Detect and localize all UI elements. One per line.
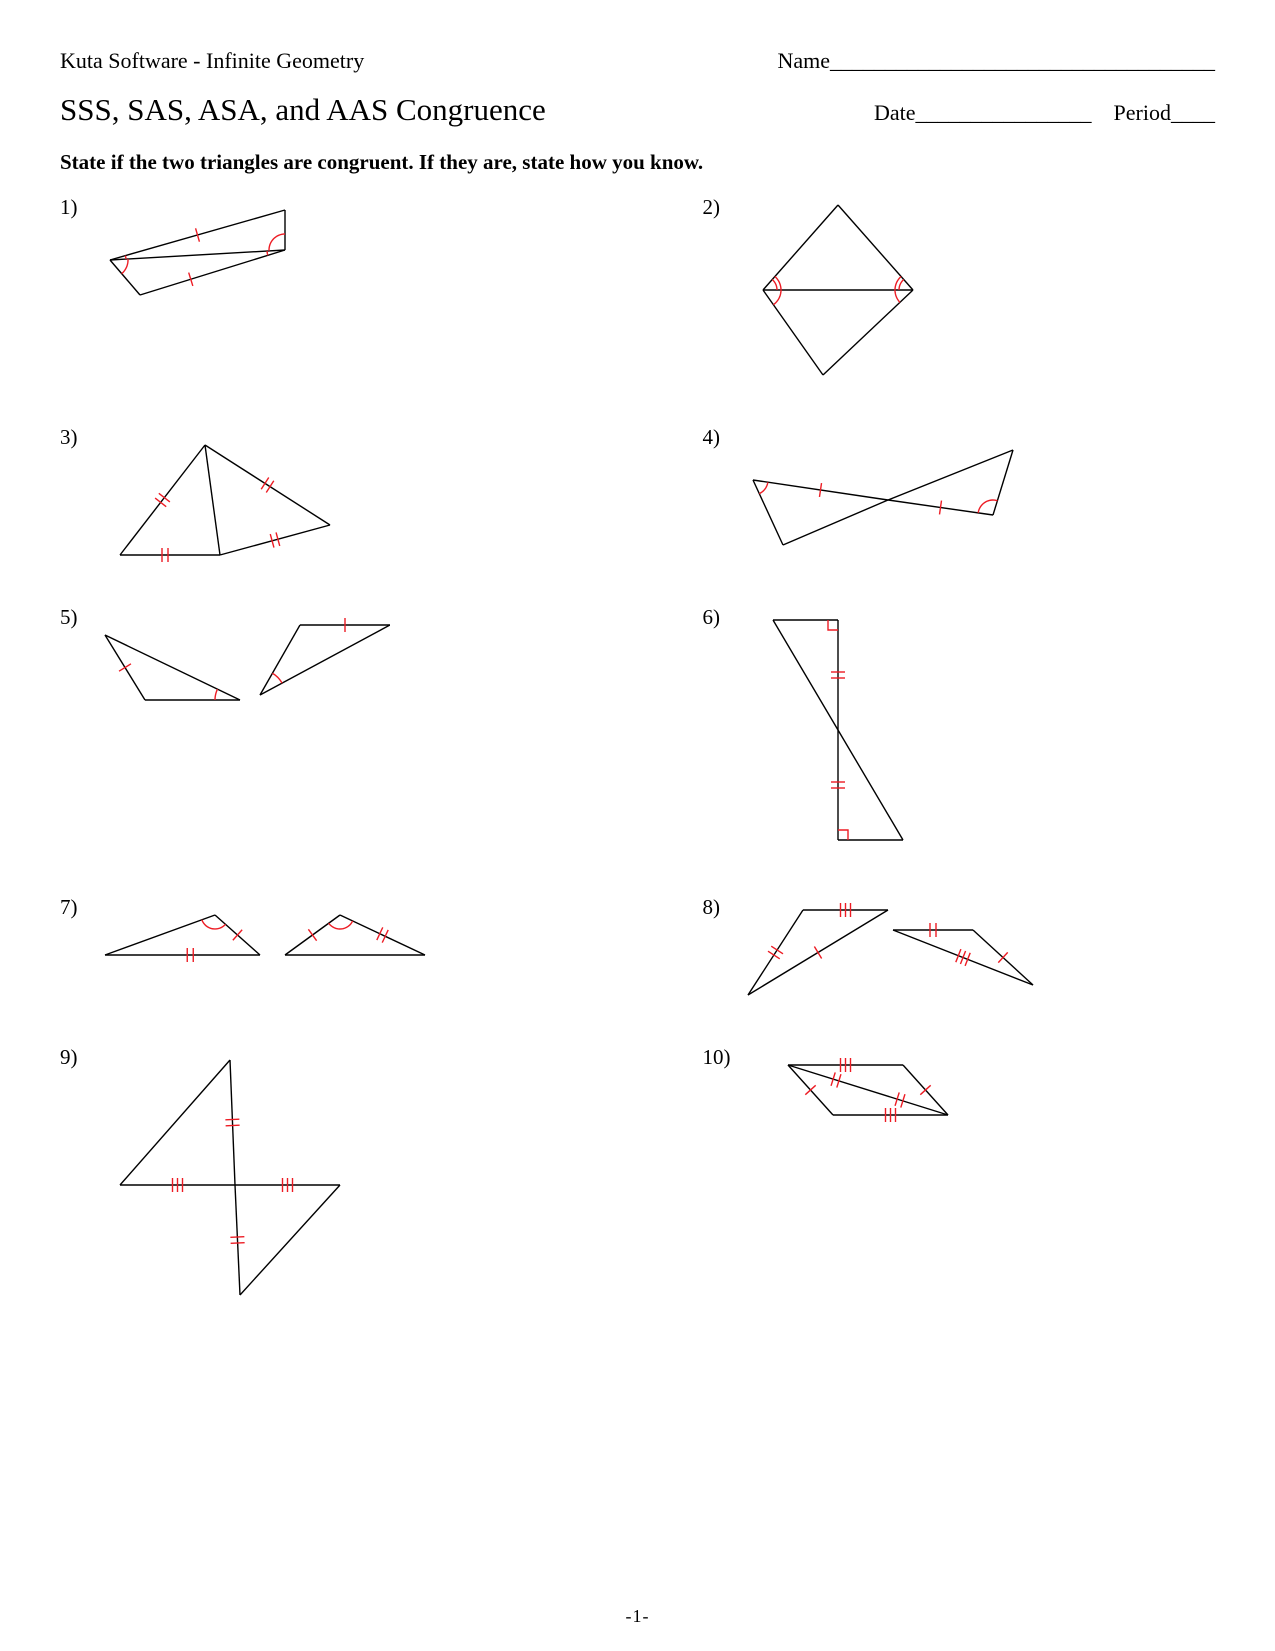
problem-number: 10)	[703, 1045, 731, 1070]
problem-number: 3)	[60, 425, 78, 450]
problem-number: 4)	[703, 425, 721, 450]
name-blank: Name___________________________________	[777, 48, 1215, 74]
triangle-figure	[733, 195, 953, 385]
problem-2: 2)	[703, 195, 1216, 385]
problem-6: 6)	[703, 605, 1216, 855]
triangle-figure	[733, 425, 1033, 555]
problem-number: 9)	[60, 1045, 78, 1070]
triangle-figure	[733, 1045, 973, 1135]
triangle-figure	[733, 895, 1043, 1005]
instruction: State if the two triangles are congruent…	[60, 150, 1215, 175]
triangle-figure	[90, 1045, 350, 1305]
date-blank: Date________________	[874, 100, 1092, 125]
problem-9: 9)	[60, 1045, 573, 1305]
triangle-figure	[90, 425, 350, 565]
problem-3: 3)	[60, 425, 573, 565]
problem-5: 5)	[60, 605, 573, 855]
problem-number: 7)	[60, 895, 78, 920]
problem-number: 5)	[60, 605, 78, 630]
software-label: Kuta Software - Infinite Geometry	[60, 48, 364, 74]
problem-7: 7)	[60, 895, 573, 1005]
triangle-figure	[90, 195, 310, 305]
problem-number: 8)	[703, 895, 721, 920]
problem-number: 1)	[60, 195, 78, 220]
triangle-figure	[733, 605, 913, 855]
problem-number: 2)	[703, 195, 721, 220]
problem-1: 1)	[60, 195, 573, 385]
problem-number: 6)	[703, 605, 721, 630]
problem-10: 10)	[703, 1045, 1216, 1305]
worksheet-title: SSS, SAS, ASA, and AAS Congruence	[60, 92, 546, 128]
period-blank: Period____	[1114, 100, 1215, 125]
problem-4: 4)	[703, 425, 1216, 565]
triangle-figure	[90, 895, 430, 975]
page-number: -1-	[0, 1606, 1275, 1627]
triangle-figure	[90, 605, 390, 725]
problem-8: 8)	[703, 895, 1216, 1005]
